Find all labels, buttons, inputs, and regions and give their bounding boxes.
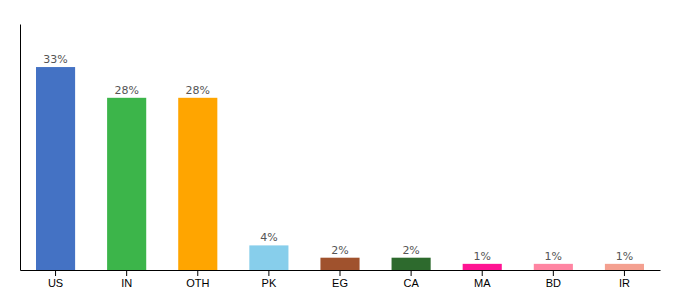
bar [463,264,502,270]
y-axis [20,25,21,271]
data-labels: 33% 28% 28% 4% 2% 2% 1% 1% 1% [43,53,633,263]
chart: 33% 28% 28% 4% 2% 2% 1% 1% 1% US IN OTH PK EG CA MA BD IR [0,0,680,300]
data-label: 2% [331,244,348,257]
x-tick-label: IN [121,277,132,289]
bar [392,258,431,270]
x-tick-label: BD [546,277,561,289]
x-tick-label: CA [403,277,419,289]
bar [249,245,288,270]
x-tick-mark [340,270,341,276]
x-tick: CA [403,270,419,289]
x-tick: IR [619,270,630,289]
x-tick: IN [121,270,132,289]
bar [36,67,75,270]
x-tick: EG [332,270,348,289]
x-tick-label: MA [474,277,491,289]
bar [605,264,644,270]
x-tick-mark [55,270,56,276]
data-label: 33% [43,53,67,66]
x-axis: US IN OTH PK EG CA MA BD IR [21,270,661,289]
x-tick-label: EG [332,277,348,289]
x-tick: PK [262,270,277,289]
x-tick: US [48,270,63,289]
x-tick-label: US [48,277,63,289]
data-label: 4% [260,231,277,244]
bar [107,98,146,270]
x-tick-mark [126,270,127,276]
x-tick-mark [553,270,554,276]
bar [320,258,359,270]
x-tick: BD [546,270,561,289]
data-label: 28% [186,84,210,97]
y-axis-line [20,25,21,271]
data-label: 1% [545,250,562,263]
data-label: 2% [402,244,419,257]
x-tick-mark [197,270,198,276]
data-label: 28% [114,84,138,97]
bar [534,264,573,270]
x-tick: MA [474,270,491,289]
x-tick-label: PK [262,277,277,289]
x-tick-mark [482,270,483,276]
plot: 33% 28% 28% 4% 2% 2% 1% 1% 1% US IN OTH PK EG CA MA BD IR [21,25,661,289]
x-tick-mark [624,270,625,276]
bar [178,98,217,270]
bars [36,67,644,270]
x-tick-label: OTH [186,277,209,289]
data-label: 1% [473,250,490,263]
x-tick-label: IR [619,277,630,289]
data-label: 1% [616,250,633,263]
x-tick: OTH [186,270,209,289]
x-tick-mark [268,270,269,276]
x-tick-mark [411,270,412,276]
